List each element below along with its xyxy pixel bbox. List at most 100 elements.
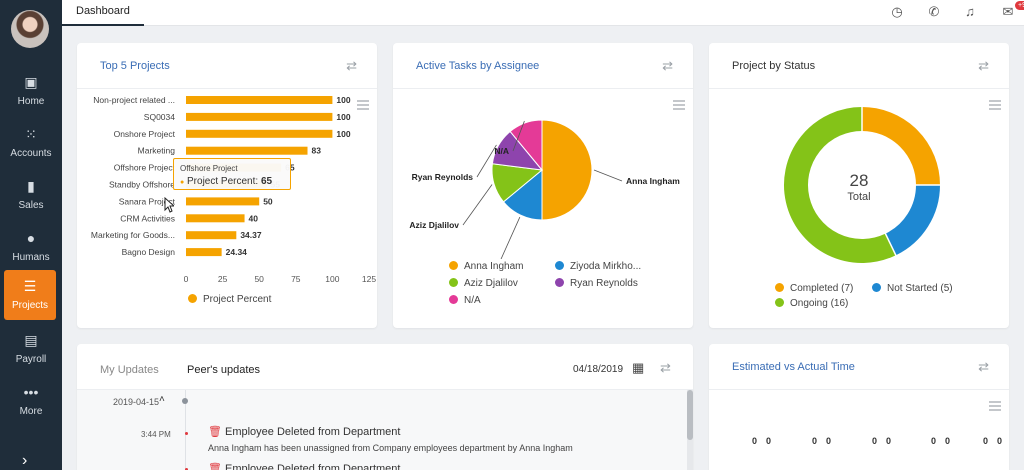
legend-label: N/A: [464, 295, 481, 306]
timeline-date: 2019-04-15: [113, 397, 160, 407]
donut-segment[interactable]: [884, 184, 940, 256]
legend-ongoing[interactable]: Ongoing (16): [775, 298, 848, 309]
event-title[interactable]: Employee Deleted from Department: [225, 463, 401, 470]
legend-ziyoda[interactable]: Ziyoda Mirkho...: [555, 261, 641, 272]
bar-value-label: 100: [336, 112, 350, 122]
bar-category-label: Standby Offshore: [109, 180, 175, 190]
top5-legend[interactable]: Project Percent: [188, 294, 271, 305]
nav-more-label: More: [19, 406, 43, 417]
nav-home-label: Home: [17, 96, 45, 107]
bar-category-label: Offshore Project: [114, 163, 176, 173]
active-tasks-title: Active Tasks by Assignee: [416, 60, 540, 72]
event-time: 3:44 PM: [141, 430, 171, 439]
pie-slice[interactable]: [541, 119, 593, 221]
bar[interactable]: [186, 248, 222, 257]
dots-icon: •••: [23, 384, 39, 400]
chevron-up-icon[interactable]: ˄: [159, 394, 165, 405]
chart-menu-icon[interactable]: [673, 100, 685, 112]
event-description: Anna Ingham has been unassigned from Com…: [208, 443, 573, 453]
legend-ryan[interactable]: Ryan Reynolds: [555, 278, 638, 289]
chart-menu-icon[interactable]: [989, 401, 1001, 413]
nav-projects[interactable]: ☰ Projects: [4, 270, 56, 320]
mail-icon[interactable]: ✉: [1002, 4, 1014, 19]
date-field[interactable]: 04/18/2019: [573, 364, 624, 375]
donut-total-label: Total: [847, 191, 871, 203]
refresh-icon[interactable]: ⇄: [978, 359, 989, 374]
legend-dot: [555, 261, 564, 270]
top5-bar-chart: Non-project related ... 100 SQ0034 100 Onsho…: [91, 95, 376, 284]
chart-menu-icon[interactable]: [989, 100, 1001, 112]
pie-slice-label: N/A: [494, 146, 509, 156]
cursor-icon: [164, 197, 174, 213]
bar-category-label: Onshore Project: [114, 129, 176, 139]
tooltip-value: 65: [260, 176, 273, 187]
donut-segment[interactable]: [784, 107, 896, 263]
nav-more[interactable]: ••• More: [0, 376, 62, 426]
chevron-right-icon[interactable]: ›: [22, 452, 28, 469]
legend-label: Aziz Djalilov: [464, 278, 518, 289]
refresh-icon[interactable]: ⇄: [346, 58, 357, 73]
legend-label: Ongoing (16): [790, 298, 849, 309]
bar-value-label: 83: [312, 146, 322, 156]
bar-value-label: 100: [336, 95, 350, 105]
x-tick-label: 125: [362, 274, 376, 284]
pie-leader-line: [476, 144, 497, 178]
bar[interactable]: [186, 129, 333, 138]
legend-anna[interactable]: Anna Ingham: [449, 261, 524, 272]
bar[interactable]: [186, 197, 260, 206]
legend-dot: [872, 283, 881, 292]
project-status-donut-chart: [784, 106, 941, 263]
legend-na[interactable]: N/A: [449, 295, 481, 306]
nav-payroll[interactable]: ▤ Payroll: [0, 324, 62, 374]
updates-card: My Updates Peer's updates 04/18/2019 ▦ ⇄…: [77, 344, 693, 470]
scrollbar[interactable]: [687, 390, 693, 470]
legend-completed[interactable]: Completed (7): [775, 283, 853, 294]
bar-category-label: Non-project related ...: [93, 95, 175, 105]
project-status-title: Project by Status: [732, 60, 816, 72]
refresh-icon[interactable]: ⇄: [978, 58, 989, 73]
phone-icon[interactable]: ✆: [928, 4, 940, 19]
x-tick-label: 50: [254, 274, 264, 284]
nav-payroll-label: Payroll: [15, 354, 47, 365]
nav-accounts[interactable]: ⁙ Accounts: [0, 118, 62, 168]
avatar[interactable]: [11, 10, 49, 48]
donut-segment[interactable]: [861, 107, 940, 186]
bar[interactable]: [186, 231, 237, 240]
legend-dot: [449, 261, 458, 270]
bar[interactable]: [186, 214, 245, 223]
bell-icon[interactable]: ♫: [965, 4, 975, 19]
timeline-line: [185, 390, 186, 470]
tab-dashboard[interactable]: Dashboard: [62, 0, 144, 26]
legend-label: Not Started (5): [887, 283, 953, 294]
notification-badge: +99: [1015, 1, 1024, 10]
pie-slice[interactable]: [509, 119, 543, 172]
bar-value-label: 34.37: [240, 230, 262, 240]
updates-header: My Updates Peer's updates 04/18/2019 ▦ ⇄: [77, 344, 693, 390]
tab-peer-updates[interactable]: Peer's updates: [187, 364, 261, 376]
nav-humans[interactable]: ● Humans: [0, 222, 62, 272]
refresh-icon[interactable]: ⇄: [660, 360, 671, 375]
nav-sales[interactable]: ▮ Sales: [0, 170, 62, 220]
legend-aziz[interactable]: Aziz Djalilov: [449, 278, 518, 289]
clock-icon[interactable]: ◷: [891, 4, 903, 19]
refresh-icon[interactable]: ⇄: [662, 58, 673, 73]
estimated-value-label: 0: [812, 436, 818, 446]
bar[interactable]: [186, 96, 333, 104]
bar[interactable]: [186, 112, 333, 121]
legend-not-started[interactable]: Not Started (5): [872, 283, 953, 294]
nav-home[interactable]: ▣ Home: [0, 66, 62, 116]
estimated-value-label: 0: [983, 436, 989, 446]
donut-separator: [884, 232, 897, 257]
bar[interactable]: [186, 146, 308, 155]
scrollbar-thumb[interactable]: [687, 390, 693, 440]
estimated-value-label: 0: [945, 436, 951, 446]
estimated-title: Estimated vs Actual Time: [732, 361, 855, 373]
chart-menu-icon[interactable]: [357, 100, 369, 112]
nav-accounts-label: Accounts: [10, 148, 52, 159]
event-title[interactable]: Employee Deleted from Department: [225, 426, 401, 438]
estimated-value-label: 0: [931, 436, 937, 446]
legend-dot: [555, 278, 564, 287]
tab-my-updates[interactable]: My Updates: [100, 364, 159, 376]
calendar-icon[interactable]: ▦: [632, 360, 645, 375]
